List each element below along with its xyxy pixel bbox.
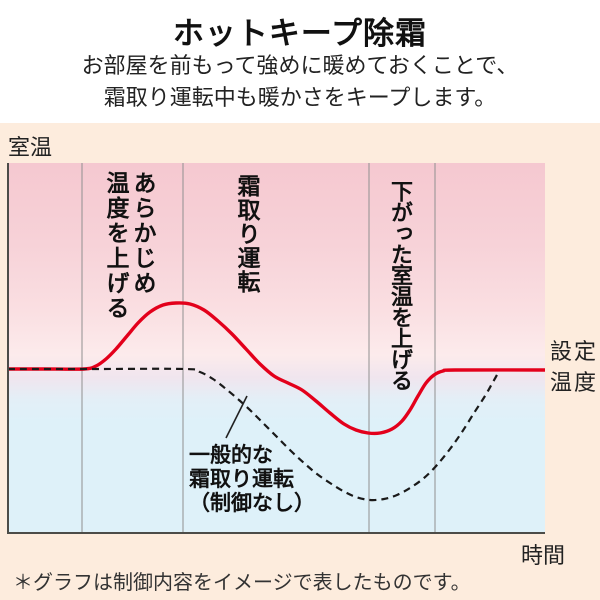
phase-label-defrost: 霜取り運転 [234,174,260,294]
phase-label-pre-heat: あらかじめ 温度を上げる [103,171,156,321]
phase-label-re-heat: 下がった室温を上げる [388,180,413,390]
header-band: ホットキープ除霜 お部屋を前もって強めに暖めておくことで、 霜取り運転中も暖かさ… [0,0,600,123]
uncontrolled-series-annotation: 一般的な 霜取り運転 （制御なし） [189,444,315,515]
x-axis-label: 時間 [521,543,566,568]
y-axis-label: 室温 [8,135,53,160]
page-subtitle: お部屋を前もって強めに暖めておくことで、 霜取り運転中も暖かさをキープします。 [81,53,519,110]
page-title: ホットキープ除霜 [172,16,428,51]
footnote: ＊グラフは制御内容をイメージで表したものです。 [13,572,471,594]
set-temperature-label: 設定 温度 [550,339,599,395]
